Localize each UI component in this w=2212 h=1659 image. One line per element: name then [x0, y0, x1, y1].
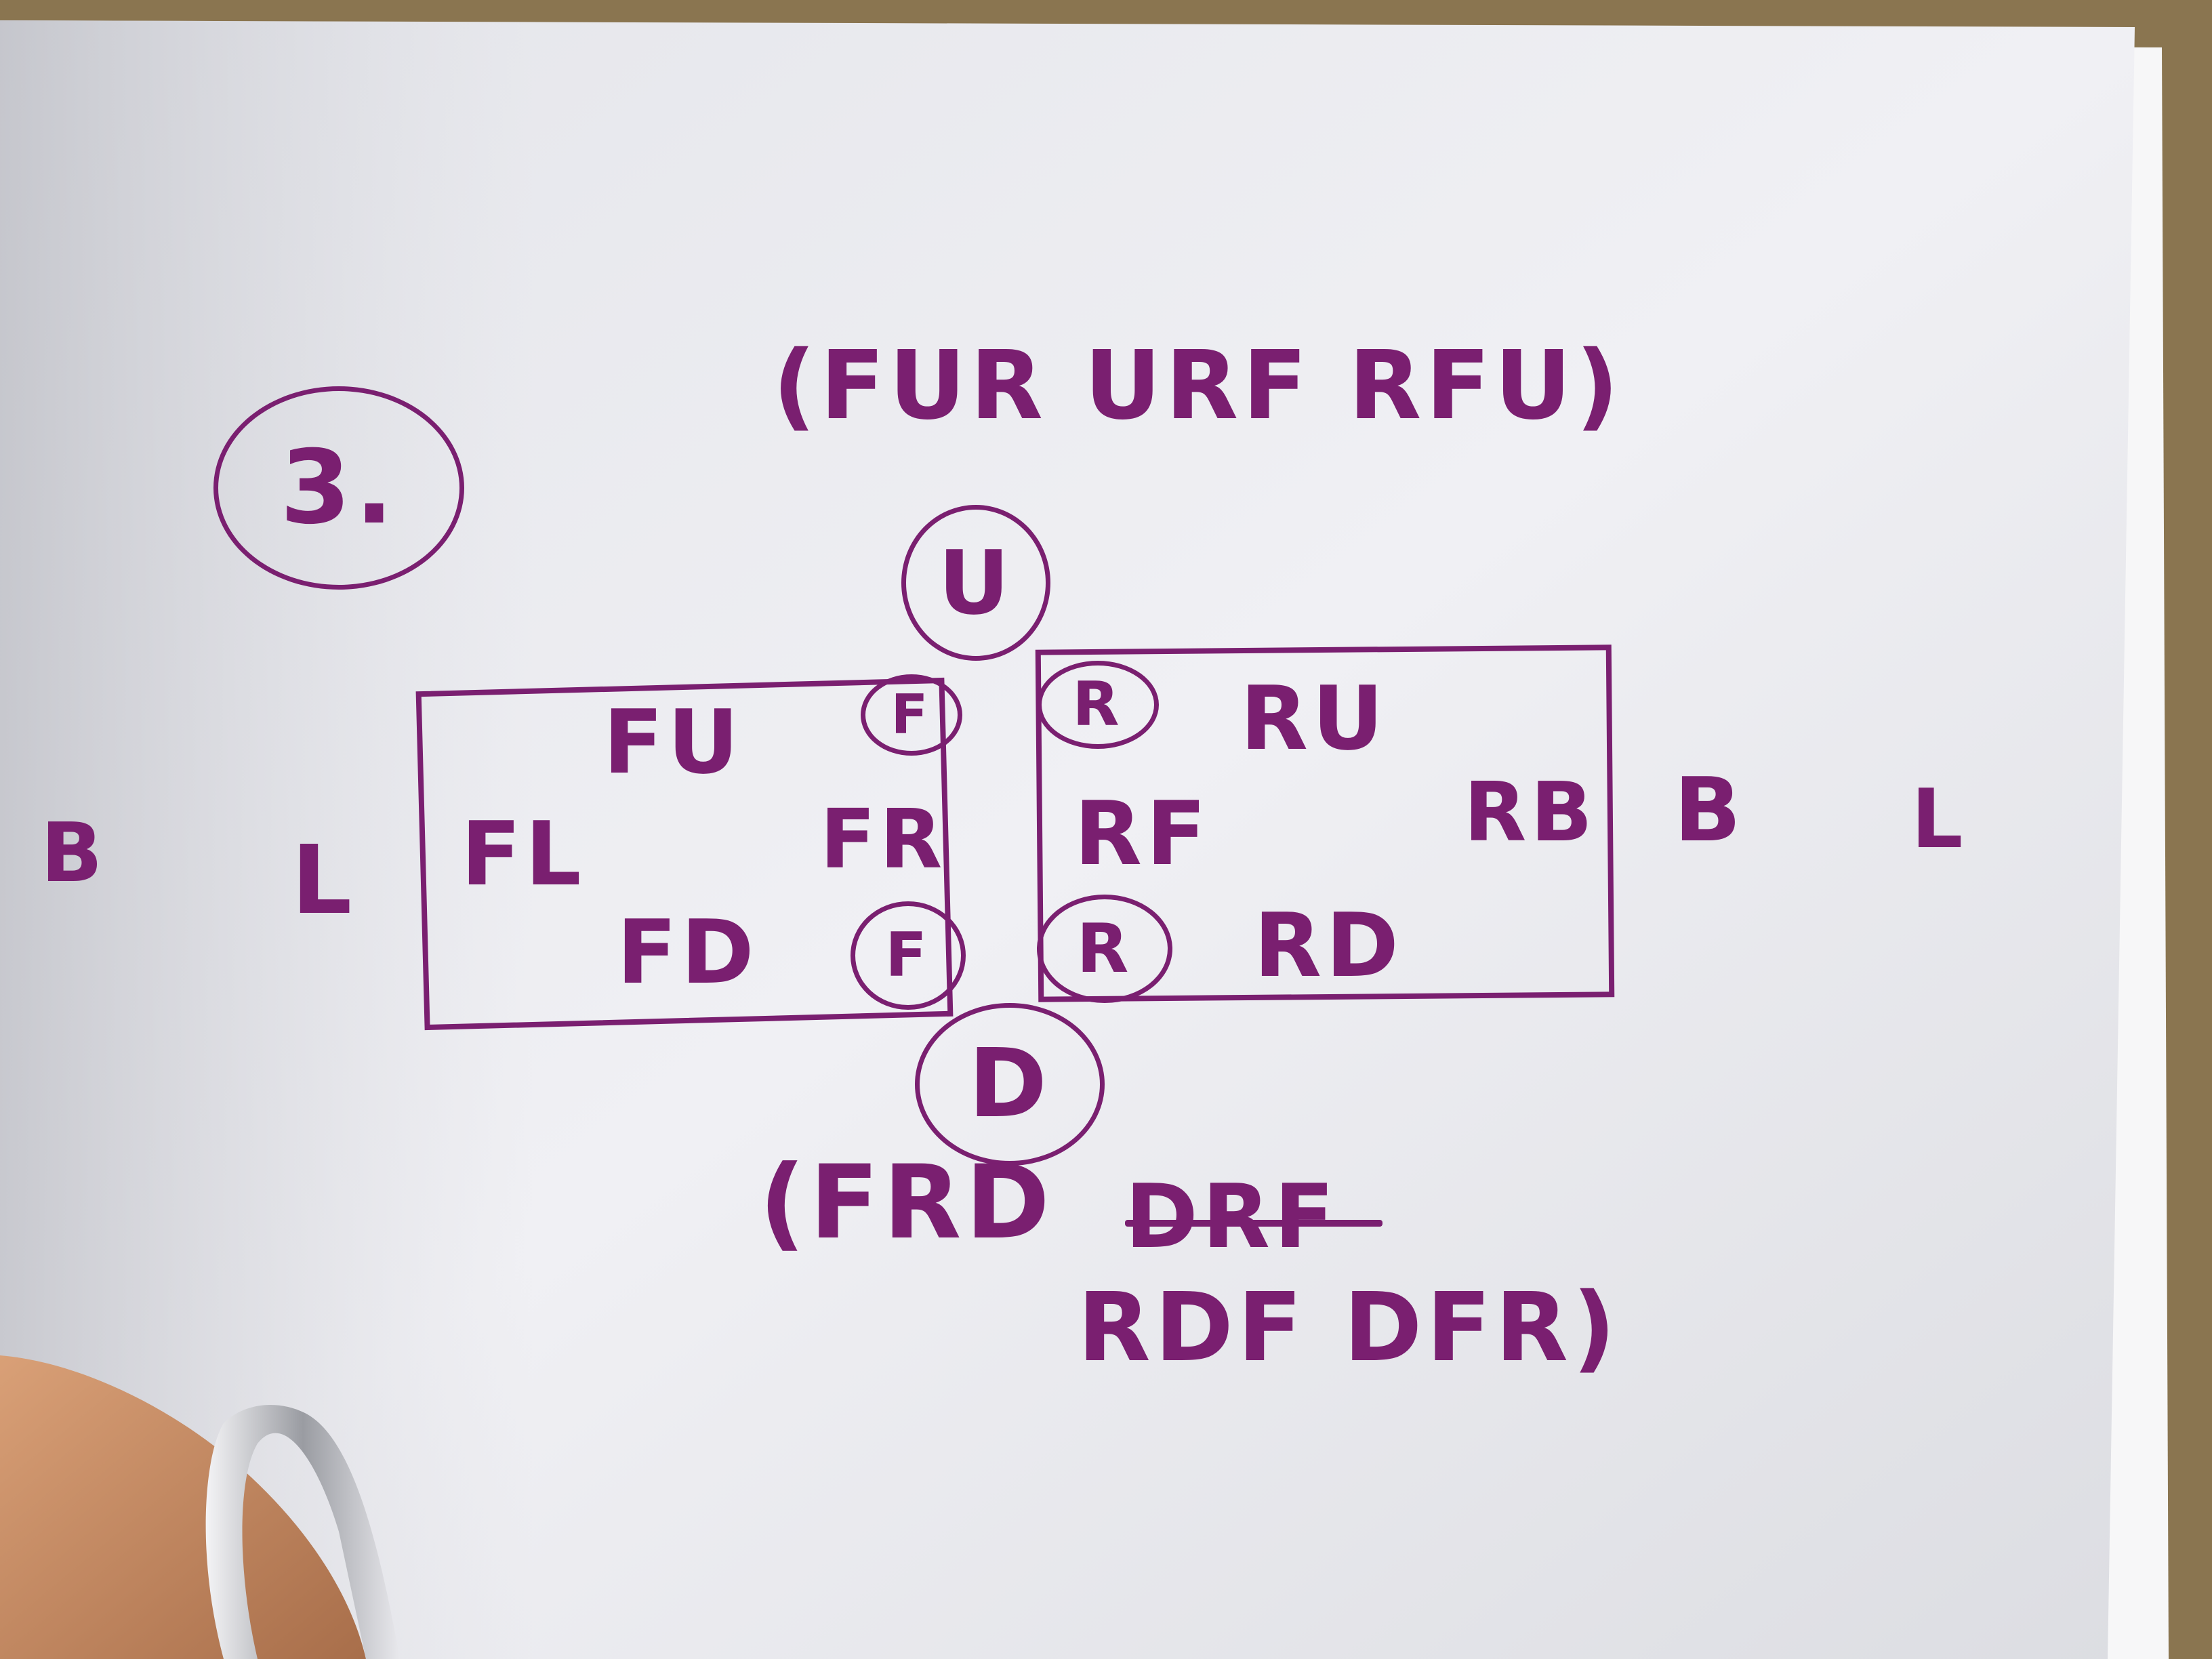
down-face-label: D	[968, 1029, 1052, 1139]
bottom-cycle-line-2: RDF DFR)	[1078, 1273, 1620, 1383]
front-corner-top-circle: F	[861, 674, 962, 756]
front-left-label: FL	[461, 802, 586, 905]
right-outer-back-label: B	[1674, 758, 1746, 861]
bottom-cycle-struck: DRF	[1125, 1165, 1338, 1268]
front-down-label: FD	[617, 901, 758, 1004]
down-face-circle: D	[915, 1003, 1105, 1166]
strike-through	[1125, 1220, 1382, 1227]
front-corner-top-label: F	[890, 683, 933, 746]
hand	[0, 1355, 366, 1659]
left-back-label: B	[41, 806, 107, 901]
right-corner-top-label: R	[1072, 669, 1124, 740]
right-corner-bottom-circle: R	[1037, 895, 1172, 1003]
step-number-circle: 3.	[213, 386, 464, 590]
front-up-label: FU	[603, 691, 743, 794]
up-face-label: U	[938, 531, 1014, 634]
bottom-cycle-line-1: (FRD	[759, 1144, 1054, 1262]
top-cycle-text: (FUR URF RFU)	[773, 331, 1623, 441]
right-up-label: RU	[1240, 667, 1388, 770]
front-right-label: FR	[820, 793, 947, 887]
ring	[205, 1405, 400, 1659]
up-face-circle: U	[901, 505, 1050, 661]
right-outer-left-label: L	[1911, 773, 1967, 867]
step-number: 3.	[280, 429, 398, 547]
paper-shadow	[0, 20, 2135, 1659]
right-back-label: RB	[1464, 766, 1597, 860]
front-corner-bottom-label: F	[885, 920, 931, 991]
right-corner-bottom-label: R	[1076, 909, 1133, 988]
front-corner-bottom-circle: F	[851, 901, 966, 1010]
right-front-label: RF	[1074, 782, 1210, 885]
left-left-label: L	[291, 825, 356, 936]
right-down-label: RD	[1254, 894, 1404, 997]
right-corner-top-circle: R	[1037, 661, 1159, 749]
